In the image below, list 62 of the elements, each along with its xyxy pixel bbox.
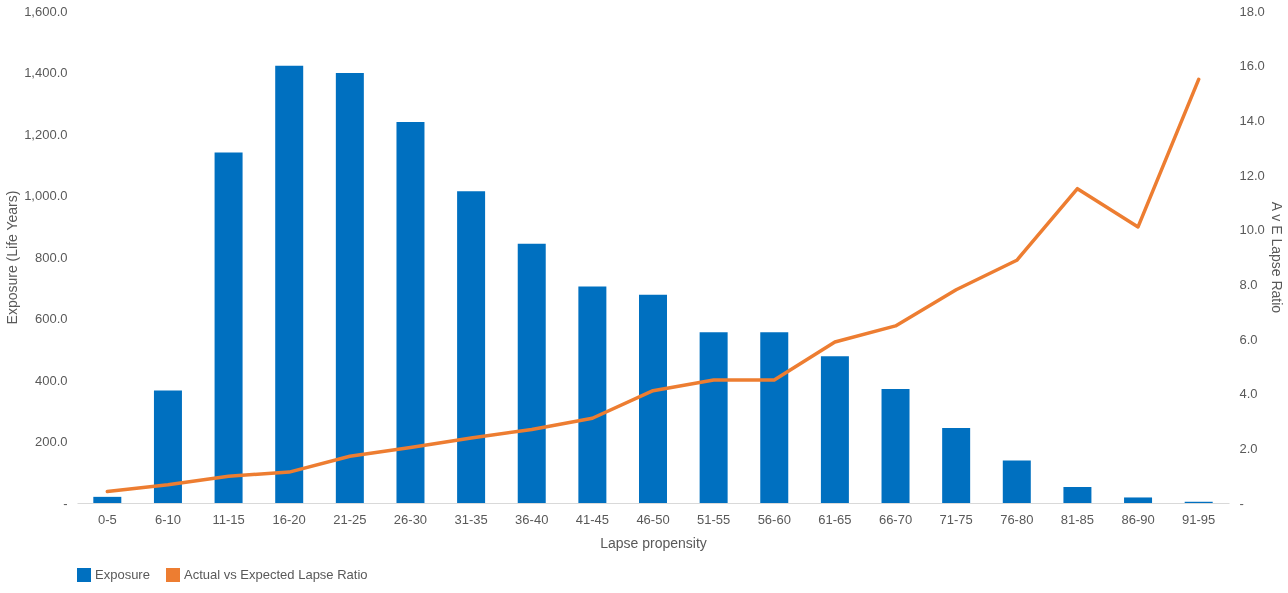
y2-axis-title: A v E Lapse Ratio	[1268, 201, 1285, 314]
bar	[153, 390, 182, 503]
y2-tick-label: -	[1239, 495, 1244, 511]
bar	[335, 73, 364, 503]
x-tick-label: 0-5	[97, 511, 117, 527]
y-tick-label: 1,400.0	[24, 65, 68, 80]
y2-tick-label: 14.0	[1239, 112, 1265, 128]
x-tick-label: 31-35	[454, 511, 488, 527]
y-tick-label: 800.0	[34, 249, 68, 265]
x-tick-label: 91-95	[1182, 511, 1216, 527]
y2-tick-label: 10.0	[1239, 222, 1265, 238]
line-series	[105, 77, 1201, 494]
y-tick-label: 1,600.0	[24, 3, 68, 19]
y-tick-label: 400.0	[34, 372, 68, 388]
x-tick-label: 51-55	[697, 511, 731, 527]
bar	[881, 388, 910, 503]
x-tick-label: 11-15	[212, 511, 245, 527]
bar	[396, 122, 425, 503]
y2-tick-label: 12.0	[1239, 167, 1265, 183]
x-tick-label: 6-10	[154, 511, 181, 527]
y2-tick-label: 18.0	[1239, 3, 1265, 19]
y2-tick-label: 2.0	[1239, 440, 1258, 456]
bar	[214, 152, 243, 503]
bar	[639, 294, 667, 503]
y-tick-label: 1,200.0	[24, 126, 68, 142]
bar	[457, 191, 486, 503]
x-tick-label: 81-85	[1060, 511, 1095, 527]
bar	[820, 356, 849, 503]
bar	[1063, 487, 1092, 503]
x-tick-label: 56-60	[757, 511, 791, 527]
x-tick-label: 71-75	[939, 511, 973, 527]
legend-label: Actual vs Expected Lapse Ratio	[184, 567, 368, 582]
y2-tick-label: 4.0	[1239, 386, 1258, 402]
x-tick-label: 46-50	[636, 511, 670, 527]
x-tick-label: 26-30	[393, 511, 428, 527]
y-axis-title: Exposure (Life Years)	[4, 190, 21, 325]
bar	[1002, 460, 1031, 503]
y-tick-label: 200.0	[34, 434, 68, 449]
bar	[93, 496, 122, 503]
legend-label: Exposure	[95, 567, 150, 582]
bar	[578, 286, 607, 503]
bar	[760, 332, 789, 503]
x-tick-label: 41-45	[575, 511, 609, 527]
y2-tick-label: 8.0	[1239, 276, 1258, 292]
x-tick-label: 61-65	[818, 511, 852, 527]
bar	[275, 65, 304, 503]
y-tick-label: -	[63, 495, 68, 511]
bar	[699, 332, 728, 503]
bar	[517, 243, 546, 503]
y2-tick-label: 6.0	[1239, 331, 1258, 347]
y-tick-label: 600.0	[34, 311, 68, 326]
bar	[942, 427, 971, 503]
x-tick-label: 21-25	[333, 511, 367, 527]
x-tick-label: 86-90	[1121, 511, 1155, 527]
x-axis-title: Lapse propensity	[600, 534, 707, 551]
y2-tick-label: 16.0	[1239, 58, 1265, 74]
x-tick-label: 16-20	[272, 511, 306, 527]
x-tick-label: 36-40	[515, 511, 549, 527]
y-tick-label: 1,000.0	[24, 188, 68, 203]
x-tick-label: 66-70	[878, 511, 913, 527]
x-tick-label: 76-80	[1000, 511, 1034, 527]
bar	[1124, 497, 1153, 503]
